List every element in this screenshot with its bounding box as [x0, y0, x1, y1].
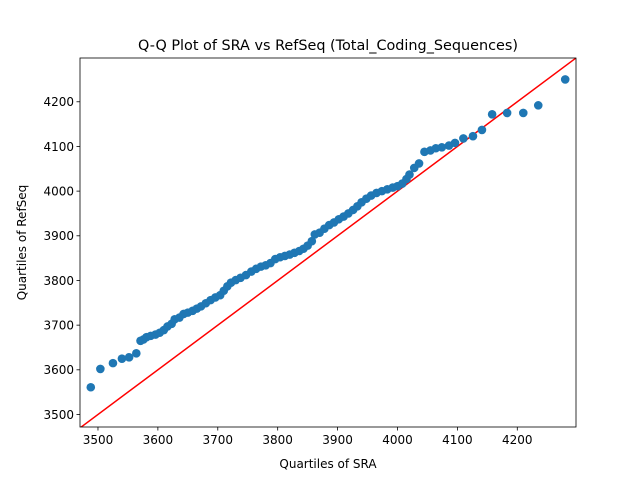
data-point	[96, 364, 105, 374]
plot-area	[80, 58, 576, 427]
y-tick-label: 3700	[43, 318, 74, 332]
data-point	[560, 75, 570, 84]
reference-line	[80, 58, 576, 427]
data-point	[117, 354, 127, 363]
x-tick-label: 3800	[262, 433, 293, 447]
points-layer	[86, 75, 570, 392]
data-point	[437, 143, 447, 152]
x-tick-label: 3600	[143, 433, 174, 447]
y-tick-label: 3900	[43, 229, 74, 243]
data-point	[86, 382, 96, 392]
data-point	[405, 170, 414, 179]
data-point	[459, 134, 468, 143]
x-tick-label: 3700	[203, 433, 234, 447]
y-tick-label: 3600	[43, 363, 74, 377]
x-tick-label: 3900	[322, 433, 353, 447]
data-point	[502, 108, 512, 118]
data-point	[533, 101, 543, 110]
chart-title: Q-Q Plot of SRA vs RefSeq (Total_Coding_…	[138, 38, 518, 54]
x-tick-label: 4200	[502, 433, 533, 447]
data-point	[124, 353, 134, 362]
y-tick-label: 3500	[43, 408, 74, 422]
data-point	[468, 131, 478, 141]
data-point	[477, 125, 487, 135]
axes-frame	[79, 57, 577, 428]
x-tick-label: 4000	[382, 433, 413, 447]
data-point	[132, 348, 141, 358]
x-tick-label: 4100	[442, 433, 473, 447]
y-tick-label: 3800	[43, 274, 74, 288]
x-axis: 3500 3600 3700 3800 3900 4000 4100 4200	[83, 427, 533, 447]
data-point	[450, 138, 460, 148]
data-point	[307, 236, 317, 246]
data-point	[108, 358, 118, 368]
data-point	[487, 109, 497, 119]
data-point	[518, 108, 528, 118]
y-axis: 3500 3600 3700 3800 3900 4000 4100 4200	[43, 95, 80, 422]
x-tick-label: 3500	[83, 433, 114, 447]
data-point	[414, 159, 424, 168]
y-axis-label: Quartiles of RefSeq	[15, 185, 29, 301]
y-tick-label: 4100	[43, 140, 74, 154]
y-tick-label: 4000	[43, 184, 74, 198]
x-axis-label: Quartiles of SRA	[279, 457, 377, 471]
y-tick-label: 4200	[43, 95, 74, 109]
